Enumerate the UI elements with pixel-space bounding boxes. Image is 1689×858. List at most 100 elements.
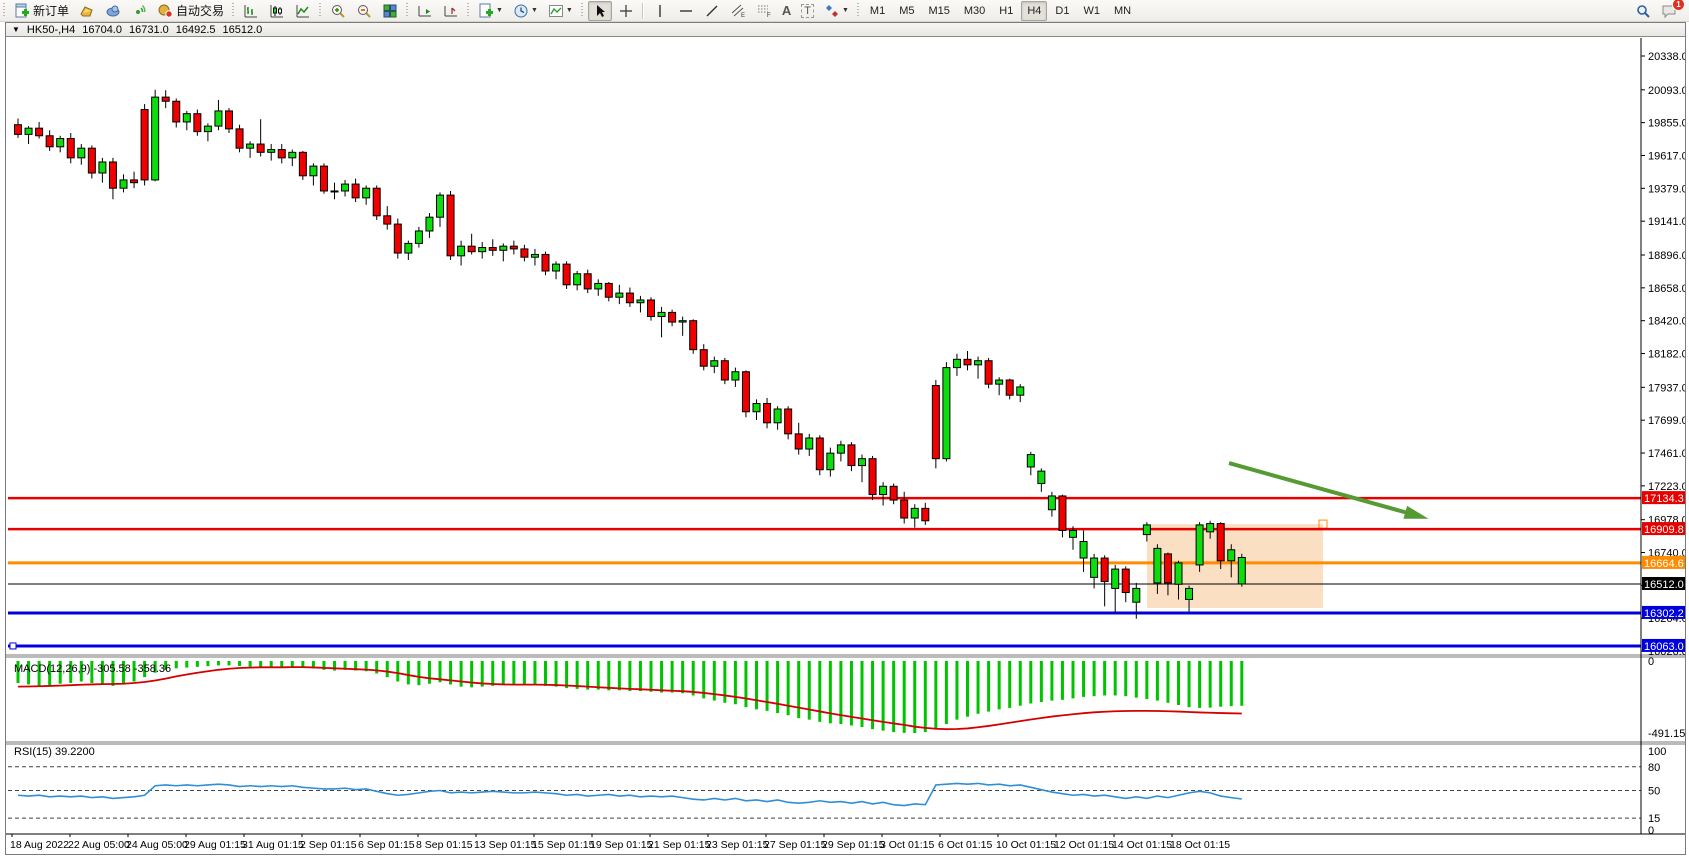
timeframe-D1[interactable]: D1 (1055, 4, 1070, 17)
candle[interactable] (720, 360, 729, 381)
candle[interactable] (478, 247, 487, 253)
candle[interactable] (488, 247, 497, 251)
candle[interactable] (319, 165, 328, 192)
candle[interactable] (699, 349, 708, 367)
candle[interactable] (995, 379, 1004, 385)
candle[interactable] (1111, 568, 1120, 589)
candle[interactable] (625, 292, 634, 304)
candle[interactable] (1174, 562, 1183, 585)
candle[interactable] (436, 194, 444, 218)
candle[interactable] (889, 485, 898, 501)
text-tool-button[interactable]: A (778, 1, 795, 21)
candle[interactable] (1185, 587, 1194, 600)
candle[interactable] (1026, 454, 1035, 468)
candle[interactable] (900, 499, 909, 519)
candle[interactable] (309, 165, 318, 177)
tile-windows-button[interactable] (378, 1, 402, 21)
candle[interactable] (657, 311, 666, 318)
candle[interactable] (362, 187, 371, 199)
candle[interactable] (372, 187, 381, 217)
timeframe-H4[interactable]: H4 (1021, 0, 1048, 21)
trend-arrow[interactable] (1228, 461, 1417, 518)
candle[interactable] (741, 371, 750, 413)
candle[interactable] (172, 100, 181, 123)
candle[interactable] (35, 127, 44, 137)
arrows-tool-button[interactable]: ▼ (820, 1, 853, 21)
candle[interactable] (14, 124, 22, 135)
candle[interactable] (952, 358, 961, 369)
crosshair-tool-button[interactable] (614, 1, 638, 21)
chart-canvas[interactable]: 20338.0 20093.0 19855.0 19617.0 19379.0 19141… (6, 37, 1685, 854)
candle[interactable] (858, 458, 866, 467)
candle[interactable] (530, 253, 539, 258)
candle[interactable] (256, 143, 265, 153)
candle[interactable] (467, 245, 476, 253)
candle[interactable] (974, 360, 983, 366)
cursor-tool-button[interactable] (587, 0, 612, 21)
candle[interactable] (763, 402, 772, 424)
candle[interactable] (1058, 495, 1067, 531)
profiles-button[interactable] (101, 1, 125, 21)
candle[interactable] (963, 358, 972, 366)
candle[interactable] (130, 179, 139, 184)
timeframe-M15[interactable]: M15 (928, 4, 950, 17)
candle[interactable] (1037, 470, 1046, 485)
candle[interactable] (1090, 557, 1099, 578)
candle[interactable] (225, 110, 233, 130)
candle[interactable] (393, 223, 402, 254)
candle[interactable] (1100, 557, 1109, 583)
candle[interactable] (509, 245, 518, 250)
candle[interactable] (520, 248, 529, 258)
candle[interactable] (140, 109, 149, 181)
candle[interactable] (267, 149, 276, 153)
bar-chart-button[interactable] (239, 1, 263, 21)
trendline-tool-button[interactable] (700, 1, 724, 21)
candle[interactable] (541, 253, 550, 272)
candle[interactable] (868, 458, 877, 496)
candle[interactable] (1079, 540, 1088, 559)
candle[interactable] (161, 96, 170, 102)
equidistant-channel-tool-button[interactable]: E (726, 1, 750, 21)
search-button[interactable] (1631, 1, 1655, 21)
candle[interactable] (594, 282, 603, 290)
candle[interactable] (931, 385, 940, 460)
candle[interactable] (66, 138, 75, 159)
candle[interactable] (1047, 495, 1056, 511)
candle[interactable] (1132, 587, 1141, 603)
candle[interactable] (1163, 553, 1172, 584)
candle[interactable] (984, 360, 993, 385)
horizontal-line-tool-button[interactable] (674, 1, 698, 21)
candle[interactable] (710, 360, 719, 367)
candle[interactable] (784, 408, 793, 435)
auto-scroll-button[interactable] (413, 1, 437, 21)
candle[interactable] (1237, 556, 1246, 585)
candle[interactable] (752, 402, 761, 413)
candle[interactable] (151, 96, 160, 181)
templates-button[interactable]: ▼ (474, 1, 507, 21)
candle[interactable] (794, 433, 803, 450)
candle[interactable] (341, 183, 350, 192)
candle[interactable] (404, 242, 413, 254)
candle[interactable] (583, 273, 592, 290)
candle[interactable] (383, 215, 392, 225)
highlight-rectangle[interactable] (1147, 524, 1323, 608)
chat-button[interactable]: 1 (1657, 0, 1685, 21)
zoom-in-button[interactable] (326, 1, 350, 21)
candle[interactable] (298, 151, 307, 177)
candle[interactable] (668, 311, 677, 323)
candle[interactable] (1206, 523, 1215, 533)
candle[interactable] (1142, 524, 1151, 536)
fibonacci-tool-button[interactable]: F (752, 1, 776, 21)
candle[interactable] (552, 263, 561, 272)
candle[interactable] (1195, 524, 1204, 566)
candle[interactable] (277, 149, 286, 159)
candle[interactable] (805, 437, 814, 450)
candle[interactable] (1121, 568, 1130, 594)
candle[interactable] (604, 282, 613, 298)
candle[interactable] (214, 110, 223, 127)
candle[interactable] (87, 147, 96, 174)
candle[interactable] (193, 113, 202, 133)
candle[interactable] (689, 320, 698, 351)
candle[interactable] (836, 444, 845, 454)
candle[interactable] (636, 299, 645, 304)
